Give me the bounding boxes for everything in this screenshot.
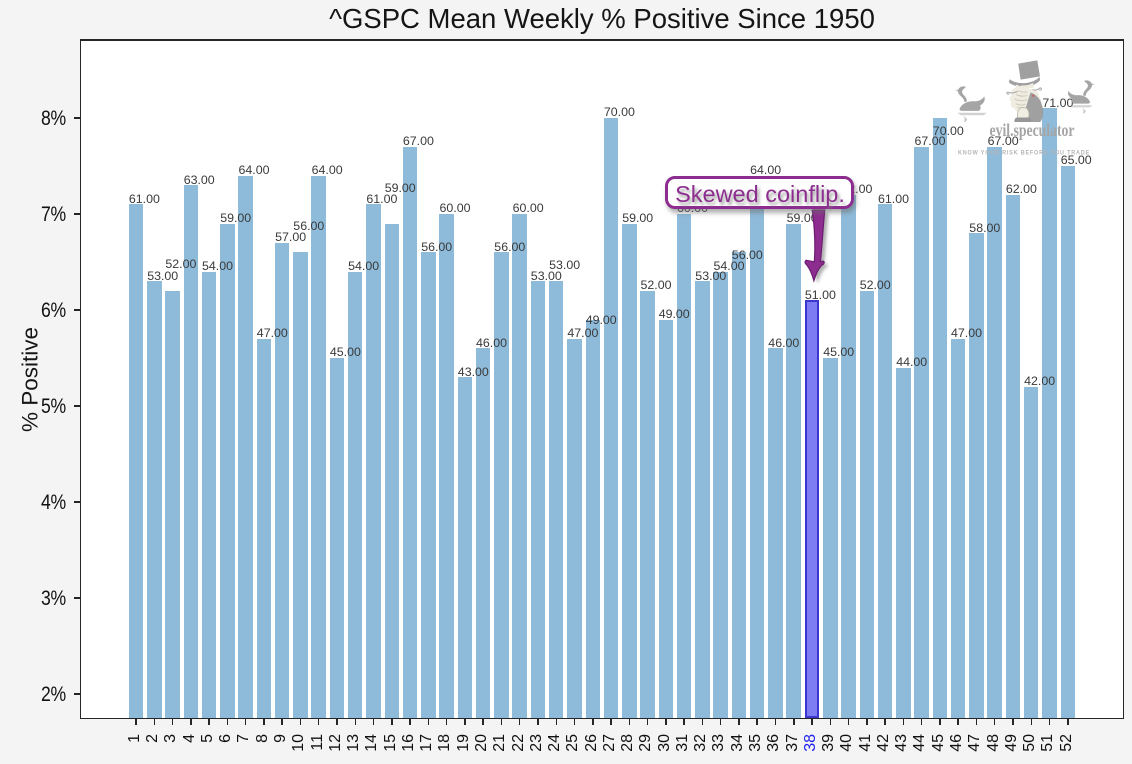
svg-text:evil.speculator: evil.speculator [990,120,1075,140]
svg-text:KNOW YOUR RISK BEFORE YOU TRAD: KNOW YOUR RISK BEFORE YOU TRADE [958,149,1090,156]
